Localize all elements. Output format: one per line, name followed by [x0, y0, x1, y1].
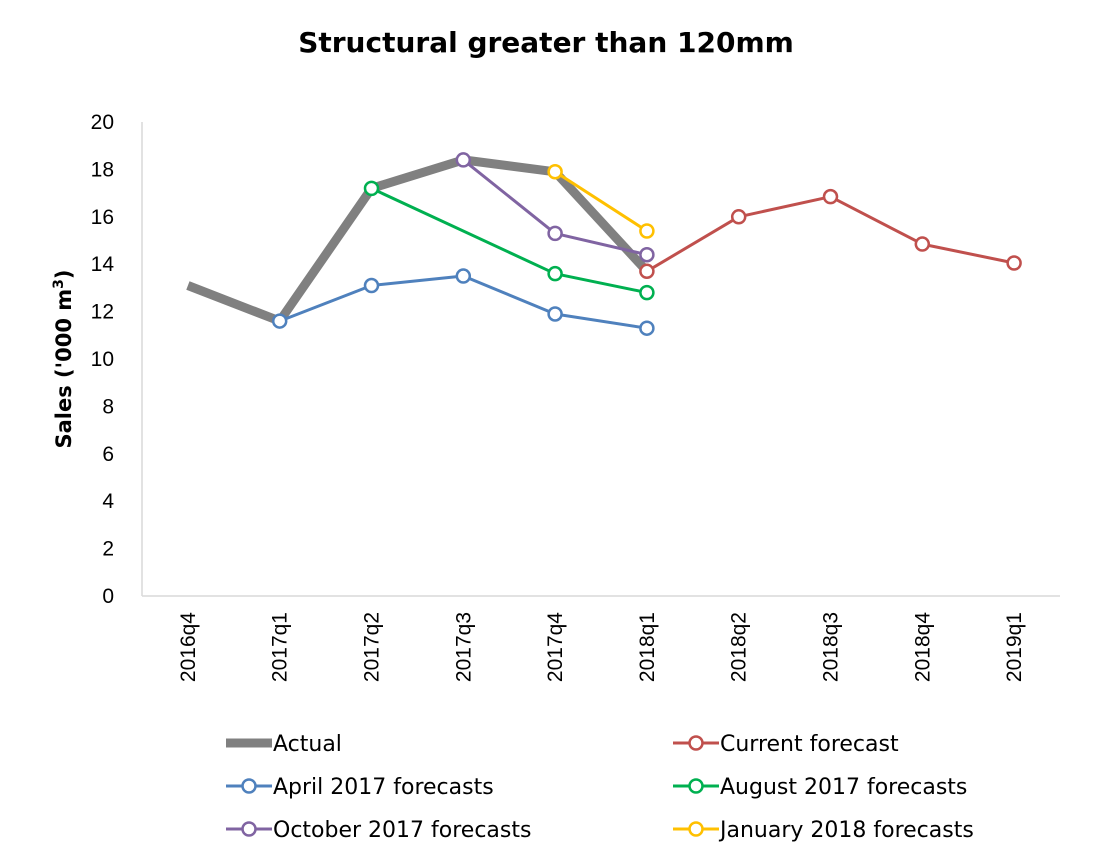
- data-point: [363, 277, 380, 294]
- y-tick-label: 18: [91, 158, 114, 181]
- y-tick-label: 14: [91, 253, 115, 276]
- series-january-2018-forecasts: [547, 164, 655, 239]
- x-tick-label: 2017q3: [452, 612, 475, 682]
- legend-item: Actual: [226, 732, 342, 757]
- series-october-2017-forecasts: [455, 152, 655, 263]
- y-tick-label: 6: [102, 443, 114, 466]
- legend-marker: [241, 778, 257, 794]
- legend-label: April 2017 forecasts: [273, 775, 494, 800]
- series-current-forecast: [639, 188, 1022, 280]
- y-axis-label-close: ): [52, 270, 76, 280]
- x-tick-label: 2018q4: [911, 612, 934, 682]
- y-tick-label: 4: [102, 490, 114, 513]
- x-tick-label: 2019q1: [1003, 612, 1026, 682]
- y-tick-label: 0: [102, 585, 114, 608]
- data-point: [547, 265, 563, 282]
- data-point: [547, 306, 563, 322]
- series-line: [553, 170, 649, 233]
- data-point: [914, 236, 931, 252]
- data-point: [547, 225, 563, 242]
- x-tick-label: 2018q3: [820, 612, 843, 682]
- legend-label: August 2017 forecasts: [720, 775, 967, 800]
- x-tick-label: 2017q1: [269, 612, 292, 682]
- legend-label: January 2018 forecasts: [718, 818, 974, 843]
- legend-item: August 2017 forecasts: [673, 775, 967, 800]
- y-tick-label: 8: [102, 395, 114, 418]
- y-tick-labels: 0 2 4 6 8 10 12 14 16 18 20: [91, 111, 115, 608]
- data-point: [639, 284, 655, 301]
- series-line: [186, 155, 651, 326]
- series-august-2017-forecasts: [363, 180, 655, 301]
- chart-title: Structural greater than 120mm: [298, 26, 794, 59]
- data-point: [639, 246, 655, 263]
- series-april-2017-forecasts: [271, 268, 655, 336]
- series-line: [278, 274, 649, 330]
- legend-marker: [688, 735, 704, 751]
- data-point: [730, 209, 747, 225]
- legend-label: Current forecast: [720, 732, 899, 757]
- x-tick-label: 2018q2: [728, 612, 751, 682]
- x-tick-labels: 2016q4 2017q1 2017q2 2017q3 2017q4 2018q1 2018…: [177, 612, 1026, 682]
- y-axis-label: Sales ('000 m3): [51, 270, 76, 449]
- x-tick-label: 2017q4: [544, 612, 567, 682]
- y-tick-label: 12: [91, 301, 114, 324]
- legend-item: October 2017 forecasts: [226, 818, 531, 843]
- x-tick-label: 2017q2: [361, 612, 384, 682]
- legend-marker: [241, 821, 257, 837]
- data-point: [271, 313, 288, 329]
- data-point: [639, 263, 655, 280]
- data-point: [363, 180, 380, 197]
- legend-item: April 2017 forecasts: [226, 775, 494, 800]
- y-tick-label: 16: [91, 206, 114, 229]
- series-line: [645, 195, 1016, 273]
- data-point: [547, 164, 563, 180]
- data-point: [639, 223, 655, 239]
- series-layer: [186, 152, 1022, 336]
- y-tick-label: 10: [91, 348, 114, 371]
- legend-label: Actual: [273, 732, 342, 757]
- legend-item: Current forecast: [673, 732, 899, 757]
- legend-item: January 2018 forecasts: [673, 818, 974, 843]
- y-tick-label: 20: [91, 111, 114, 134]
- series-actual: [186, 155, 651, 326]
- x-tick-label: 2016q4: [177, 612, 200, 682]
- data-point: [455, 152, 472, 168]
- y-tick-label: 2: [102, 538, 114, 561]
- y-axis-label-main: Sales ('000 m: [52, 289, 76, 449]
- legend: Actual Current forecast April 2017 forecas…: [226, 732, 974, 843]
- data-point: [1006, 255, 1022, 271]
- data-point: [639, 320, 655, 336]
- legend-marker: [688, 821, 704, 837]
- y-axis-label-superscript: 3: [51, 279, 67, 289]
- x-tick-label: 2018q1: [636, 612, 659, 682]
- data-point: [455, 268, 472, 284]
- legend-marker: [688, 778, 704, 794]
- data-point: [822, 188, 839, 205]
- legend-label: October 2017 forecasts: [273, 818, 531, 843]
